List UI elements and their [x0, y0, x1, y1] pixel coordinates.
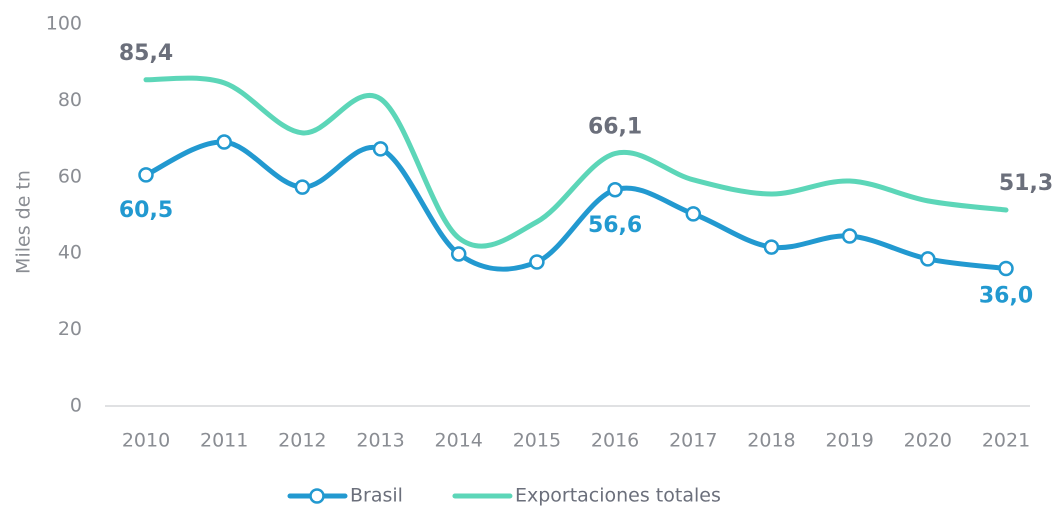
legend-label: Brasil [350, 485, 403, 507]
x-tick-label: 2014 [435, 430, 483, 452]
point-marker [294, 179, 311, 195]
point-marker [372, 141, 389, 157]
point-marker [450, 246, 467, 262]
point-marker [998, 260, 1014, 277]
series-line [143, 139, 1009, 272]
y-tick-label: 20 [58, 318, 82, 340]
x-tick-label: 2021 [982, 430, 1030, 452]
x-tick-label: 2013 [356, 430, 404, 452]
data-label: 60,5 [119, 198, 173, 223]
x-tick-label: 2015 [513, 430, 561, 452]
point-marker [216, 134, 232, 150]
data-label: 85,4 [119, 41, 173, 66]
x-tick-label: 2019 [825, 430, 873, 452]
y-tick-label: 60 [58, 165, 82, 187]
x-tick-label: 2012 [278, 430, 326, 452]
legend-label: Exportaciones totales [515, 485, 721, 507]
x-tick-label: 2017 [669, 430, 717, 452]
y-tick-label: 0 [70, 395, 82, 417]
data-label: 66,1 [588, 114, 642, 139]
data-label: 51,3 [999, 171, 1053, 196]
x-tick-label: 2020 [904, 430, 952, 452]
y-tick-label: 100 [46, 13, 82, 35]
point-marker [138, 167, 154, 183]
point-marker [685, 206, 702, 222]
series-line [143, 75, 1009, 249]
x-tick-label: 2010 [122, 430, 170, 452]
point-marker [529, 254, 545, 270]
x-tick-label: 2016 [591, 430, 639, 452]
x-tick-label: 2018 [747, 430, 795, 452]
point-marker [607, 182, 623, 198]
point-marker [763, 239, 780, 255]
data-label: 56,6 [588, 213, 642, 238]
y-tick-label: 40 [58, 242, 82, 264]
x-tick-label: 2011 [200, 430, 248, 452]
point-marker [920, 251, 936, 267]
legend-marker [309, 488, 325, 504]
point-marker [841, 228, 858, 244]
data-label: 36,0 [979, 283, 1033, 308]
y-tick-label: 80 [58, 89, 82, 111]
y-axis-label: Miles de tn [13, 170, 35, 274]
